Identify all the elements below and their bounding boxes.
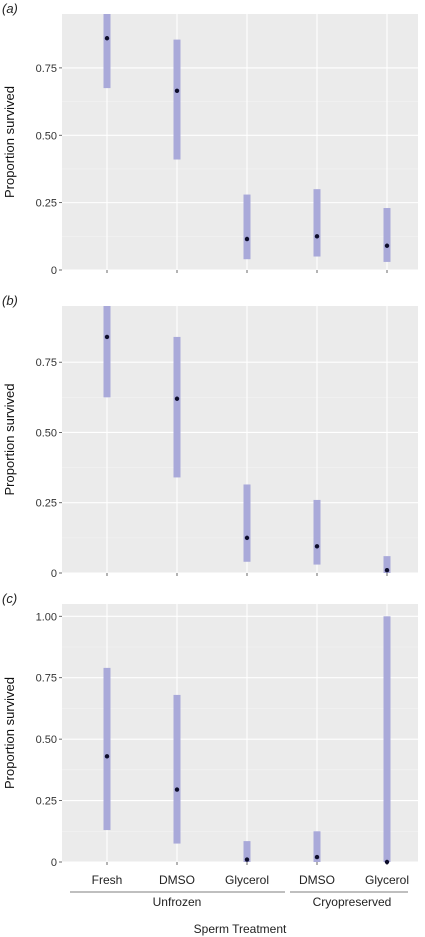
- panel-background: [62, 14, 418, 270]
- y-tick-label: 0.75: [36, 63, 57, 75]
- panel-label: (a): [2, 1, 18, 16]
- interval-bar: [313, 189, 321, 257]
- y-axis-label: Proportion survived: [2, 384, 17, 496]
- category-label: DMSO: [299, 873, 335, 887]
- interval-bar: [103, 14, 111, 89]
- interval-bar: [103, 306, 111, 398]
- y-axis-label: Proportion survived: [2, 86, 17, 198]
- panel-label: (b): [2, 293, 18, 308]
- group-label: Cryopreserved: [313, 895, 392, 909]
- category-label: Glycerol: [365, 873, 409, 887]
- category-label: DMSO: [159, 873, 195, 887]
- interval-bar: [173, 694, 181, 844]
- y-tick-label: 1.00: [36, 611, 57, 623]
- y-tick-label: 0.25: [36, 498, 57, 510]
- category-label: Fresh: [92, 873, 123, 887]
- y-axis-label: Proportion survived: [2, 677, 17, 789]
- point-estimate: [314, 234, 320, 239]
- point-estimate: [104, 754, 110, 759]
- point-estimate: [104, 334, 110, 340]
- interval-bar: [103, 667, 111, 831]
- point-estimate: [244, 535, 250, 541]
- y-tick-label: 0: [51, 568, 57, 580]
- interval-bar: [243, 194, 251, 260]
- y-tick-label: 0.75: [36, 673, 57, 685]
- interval-bar: [383, 616, 391, 862]
- point-estimate: [384, 243, 390, 248]
- interval-bar: [243, 484, 251, 562]
- interval-bar: [313, 831, 321, 862]
- panel-background: [62, 306, 418, 573]
- point-estimate: [314, 544, 320, 549]
- interval-bar: [173, 336, 181, 478]
- interval-bar: [383, 556, 391, 573]
- group-label: Unfrozen: [153, 895, 202, 909]
- y-tick-label: 0.50: [36, 734, 57, 746]
- panel-background: [62, 604, 418, 862]
- point-estimate: [104, 36, 110, 41]
- point-estimate: [174, 787, 180, 792]
- point-estimate: [384, 567, 390, 573]
- interval-bar: [313, 499, 321, 565]
- point-estimate: [244, 857, 250, 862]
- panel-label: (c): [2, 591, 17, 606]
- point-estimate: [314, 854, 320, 860]
- y-tick-label: 0.75: [36, 357, 57, 369]
- y-tick-label: 0: [51, 857, 57, 869]
- x-axis-title: Sperm Treatment: [194, 922, 287, 936]
- interval-bar: [173, 39, 181, 160]
- interval-bar: [243, 841, 251, 862]
- y-tick-label: 0.50: [36, 130, 57, 142]
- category-label: Glycerol: [225, 873, 269, 887]
- point-estimate: [244, 236, 250, 242]
- interval-bar: [383, 208, 391, 262]
- y-tick-label: 0.25: [36, 796, 57, 808]
- y-tick-label: 0: [51, 265, 57, 277]
- point-estimate: [384, 859, 390, 865]
- point-estimate: [174, 88, 180, 94]
- y-tick-label: 0.50: [36, 427, 57, 439]
- y-tick-label: 0.25: [36, 198, 57, 210]
- point-estimate: [174, 396, 180, 401]
